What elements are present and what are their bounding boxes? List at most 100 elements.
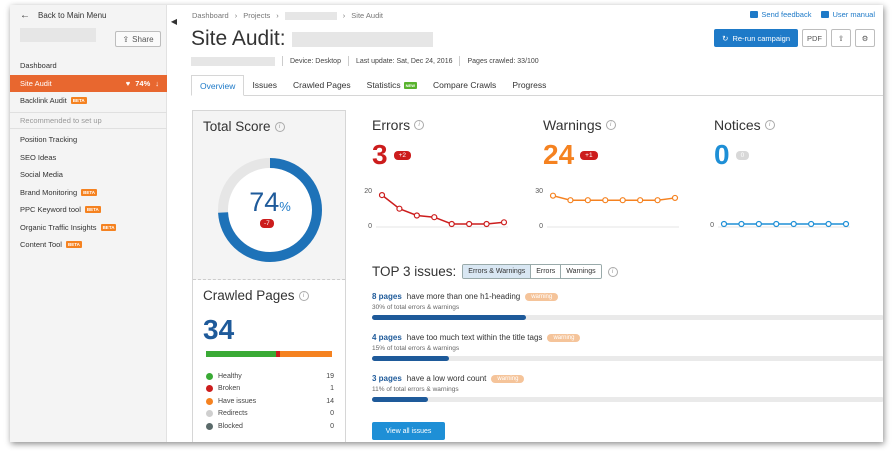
sidebar-item-site-audit[interactable]: Site Audit ♥ 74% ↓ bbox=[10, 74, 167, 92]
filter-errors[interactable]: Errors bbox=[530, 265, 561, 278]
sidebar-item-label: Backlink Audit bbox=[20, 96, 67, 106]
metric-title-text: Errors bbox=[372, 117, 411, 133]
issue-item: 3 pages have a low word count warning 11% o… bbox=[372, 374, 883, 402]
filter-warnings[interactable]: Warnings bbox=[560, 265, 601, 278]
sidebar-item-backlink-audit[interactable]: Backlink Audit BETA bbox=[10, 92, 167, 110]
issue-count-link[interactable]: 4 pages bbox=[372, 333, 402, 342]
info-icon[interactable]: i bbox=[764, 120, 775, 130]
sparkline-point bbox=[671, 194, 679, 202]
redacted-project-name bbox=[20, 28, 96, 42]
sidebar-item-label: Site Audit bbox=[20, 78, 52, 88]
legend-dot bbox=[206, 385, 213, 393]
refresh-icon: ↻ bbox=[722, 33, 729, 43]
user-manual-link[interactable]: User manual bbox=[821, 10, 875, 19]
send-feedback-link[interactable]: Send feedback bbox=[750, 10, 811, 19]
sparkline-point bbox=[431, 214, 438, 221]
sparkline-point bbox=[773, 220, 780, 228]
rerun-campaign-button[interactable]: ↻ Re-run campaign bbox=[714, 29, 798, 47]
sparkline-point bbox=[720, 220, 728, 228]
crawled-pages-legend: Healthy 19 Broken 1 Have issues 14 Redirects 0 B… bbox=[206, 370, 334, 433]
crawled-pages-card: Crawled Pages i 34 Healthy 19 Broken 1 Have … bbox=[193, 281, 345, 442]
metric-value[interactable]: 3 bbox=[372, 139, 388, 170]
legend-row: Redirects 0 bbox=[206, 408, 334, 421]
sidebar-item-seo-ideas[interactable]: SEO Ideas bbox=[10, 149, 167, 167]
sidebar-item-social-media[interactable]: Social Media bbox=[10, 166, 167, 184]
score-ring: 74% -7 bbox=[217, 157, 323, 263]
legend-row: Broken 1 bbox=[206, 383, 334, 396]
sidebar-menu: Dashboard Site Audit ♥ 74% ↓ Backlink Au… bbox=[10, 57, 167, 254]
sparkline-point bbox=[549, 192, 557, 199]
tab-crawled-pages[interactable]: Crawled Pages bbox=[285, 75, 359, 95]
page-title-text: Site Audit: bbox=[191, 27, 286, 50]
share-button[interactable]: ⇪ Share bbox=[115, 31, 161, 47]
legend-dot bbox=[206, 372, 213, 380]
legend-value: 0 bbox=[330, 422, 334, 430]
crawl-bar-segment bbox=[206, 351, 277, 357]
settings-button[interactable]: ⚙ bbox=[855, 29, 875, 47]
issue-filter: Errors & Warnings Errors Warnings bbox=[462, 264, 602, 279]
info-icon[interactable]: i bbox=[607, 266, 618, 277]
crawled-pages-title: Crawled Pages i bbox=[203, 288, 309, 303]
crawl-bar-segment bbox=[280, 351, 332, 357]
metric-title-text: Warnings bbox=[543, 117, 602, 133]
legend-value: 19 bbox=[326, 372, 334, 380]
sidebar-section-recommended: Recommended to set up bbox=[10, 111, 167, 129]
tab-compare-crawls[interactable]: Compare Crawls bbox=[425, 75, 504, 95]
collapse-sidebar-button[interactable]: ◀ bbox=[168, 10, 180, 32]
top-links: Send feedback User manual bbox=[750, 10, 875, 19]
beta-badge: BETA bbox=[65, 241, 82, 249]
legend-label: Have issues bbox=[218, 397, 257, 405]
sidebar-item-ppc-keyword-tool[interactable]: PPC Keyword tool BETA bbox=[10, 201, 167, 219]
tab-progress[interactable]: Progress bbox=[504, 75, 554, 95]
pdf-button[interactable]: PDF bbox=[802, 29, 827, 47]
sidebar-item-brand-monitoring[interactable]: Brand Monitoring BETA bbox=[10, 184, 167, 202]
sidebar-item-position-tracking[interactable]: Position Tracking bbox=[10, 131, 167, 149]
export-button[interactable]: ⇧ bbox=[831, 29, 851, 47]
sparkline-point bbox=[738, 220, 745, 228]
share-label: Share bbox=[132, 34, 154, 44]
issue-line: 8 pages have more than one h1-heading warn… bbox=[372, 292, 883, 301]
breadcrumb-redacted-project[interactable] bbox=[284, 11, 337, 20]
sparkline-point bbox=[808, 220, 815, 228]
breadcrumb-projects[interactable]: Projects bbox=[243, 11, 271, 20]
chevron-right-icon: › bbox=[234, 11, 238, 20]
info-icon[interactable]: i bbox=[414, 120, 425, 130]
info-icon[interactable]: i bbox=[605, 120, 616, 130]
info-icon[interactable]: i bbox=[298, 290, 309, 301]
issue-count-link[interactable]: 3 pages bbox=[372, 374, 402, 383]
filter-errors-warnings[interactable]: Errors & Warnings bbox=[463, 265, 531, 278]
sparkline-point bbox=[483, 220, 490, 228]
issue-progress-track bbox=[372, 397, 883, 402]
issue-count-link[interactable]: 8 pages bbox=[372, 292, 402, 301]
back-label: Back to Main Menu bbox=[38, 11, 107, 20]
sparkline-point bbox=[602, 197, 609, 204]
sidebar-section-label: Recommended to set up bbox=[20, 115, 102, 125]
sparkline-point bbox=[413, 212, 420, 219]
metric-value-row: 3 +2 bbox=[372, 139, 424, 171]
sidebar-item-organic-traffic-insights[interactable]: Organic Traffic Insights BETA bbox=[10, 219, 167, 237]
tab-label: Crawled Pages bbox=[293, 80, 351, 90]
app-window: ← Back to Main Menu ⇪ Share Dashboard Si… bbox=[10, 5, 883, 442]
sidebar-item-dashboard[interactable]: Dashboard bbox=[10, 57, 167, 75]
issue-line: 4 pages have too much text within the tit… bbox=[372, 333, 883, 342]
info-icon[interactable]: i bbox=[274, 121, 285, 132]
beta-badge: BETA bbox=[81, 188, 98, 196]
metric-value[interactable]: 24 bbox=[543, 139, 575, 170]
metric-delta-badge: +2 bbox=[393, 150, 411, 160]
metric-value[interactable]: 0 bbox=[714, 139, 730, 170]
tab-issues[interactable]: Issues bbox=[244, 75, 285, 95]
tab-overview[interactable]: Overview bbox=[191, 75, 245, 96]
sparkline-tick-max: 30 bbox=[535, 188, 543, 195]
sidebar-item-content-tool[interactable]: Content Tool BETA bbox=[10, 236, 167, 254]
back-to-main-menu-link[interactable]: ← Back to Main Menu bbox=[20, 10, 106, 21]
divider bbox=[347, 56, 349, 66]
sidebar-item-label: Content Tool bbox=[20, 240, 62, 250]
view-all-issues-button[interactable]: View all issues bbox=[372, 422, 445, 440]
new-badge: NEW bbox=[403, 81, 418, 89]
page-title: Site Audit: bbox=[191, 27, 433, 51]
legend-label: Redirects bbox=[218, 410, 248, 418]
breadcrumb-dashboard[interactable]: Dashboard bbox=[192, 11, 229, 20]
sparkline-point bbox=[448, 220, 455, 228]
sparkline-tick-min: 0 bbox=[710, 222, 714, 229]
tab-statistics[interactable]: Statistics NEW bbox=[359, 75, 425, 95]
